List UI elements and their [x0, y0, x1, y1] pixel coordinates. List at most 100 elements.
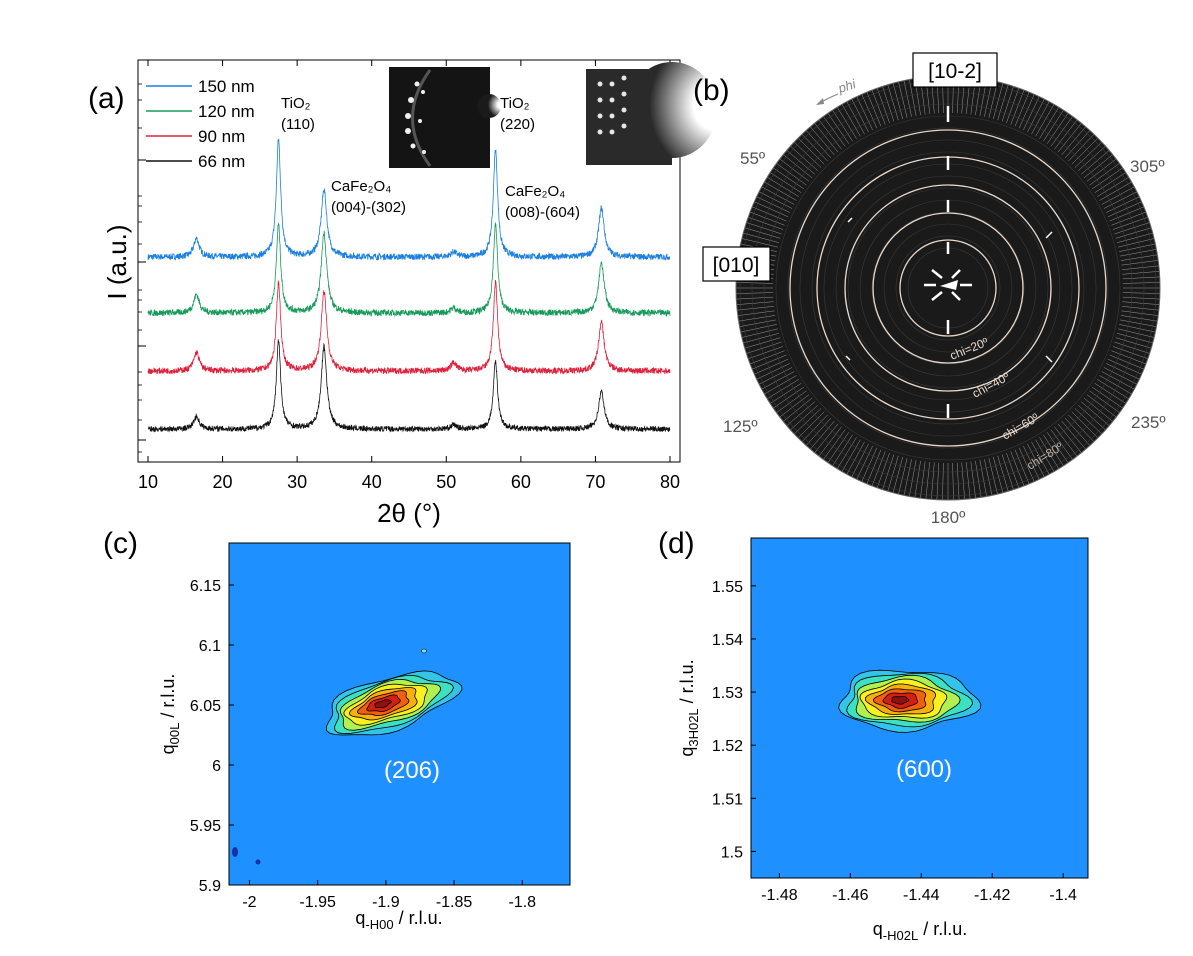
phi-spoke — [1023, 96, 1040, 131]
ytick-label: 1.5 — [721, 844, 743, 861]
phi-spoke — [786, 401, 816, 426]
phi-spoke — [1116, 232, 1153, 243]
ytick-label: 1.54 — [712, 632, 743, 649]
phi-spoke — [1114, 341, 1150, 354]
phi-spoke — [909, 79, 917, 116]
phi-arrow-label: phi — [835, 76, 858, 96]
grid-circle — [847, 187, 1049, 389]
phi-spoke — [743, 333, 780, 344]
phi-spoke — [805, 130, 832, 159]
phi-spoke — [871, 89, 886, 125]
phi-spoke — [851, 443, 869, 478]
phi-spoke — [1097, 177, 1129, 197]
phi-spoke — [1105, 196, 1140, 213]
phi-spoke — [767, 379, 799, 399]
phi-spoke — [1122, 276, 1160, 280]
phi-spoke — [1083, 397, 1113, 422]
phi-spoke — [794, 141, 822, 168]
phi-spoke — [764, 375, 797, 395]
phi-spoke — [993, 83, 1004, 120]
phi-spoke — [993, 456, 1004, 493]
annotation-tio2-110-l2: (110) — [281, 116, 315, 133]
phi-spoke — [1001, 86, 1014, 122]
phi-spoke — [1118, 328, 1155, 338]
xtick-label: -1.95 — [299, 894, 336, 911]
phi-spoke — [837, 107, 857, 139]
phi-spoke — [1115, 227, 1152, 239]
phi-spoke — [1119, 243, 1156, 252]
phi-spoke — [1118, 238, 1155, 248]
phi-spoke — [1120, 254, 1158, 261]
grid-circle — [787, 127, 1109, 449]
trace-150nm — [147, 138, 671, 261]
phi-spoke — [832, 110, 853, 142]
phi-spoke — [961, 462, 965, 500]
phi-spoke — [1068, 414, 1095, 442]
x-ticks-a: 10 20 30 40 50 60 70 80 — [138, 60, 680, 492]
phi-spoke — [956, 462, 960, 500]
phi-spoke — [942, 462, 944, 500]
phi-spoke — [1010, 89, 1025, 125]
phi-spoke — [752, 206, 787, 222]
grid-circle — [835, 175, 1061, 401]
grid-circle — [799, 139, 1097, 437]
phi-spoke — [936, 462, 940, 500]
ytick-label: 5.95 — [190, 818, 221, 835]
phi-spoke — [1054, 119, 1078, 150]
phi-spoke — [832, 434, 853, 466]
phi-spoke — [1071, 137, 1099, 165]
xrd-traces — [147, 138, 671, 433]
phi-spoke — [754, 358, 789, 375]
phi-spoke — [1099, 375, 1132, 395]
annotation-tio2-220-l1: TiO₂ — [500, 95, 530, 112]
phi-spoke — [779, 158, 810, 182]
x-axis-label-c: q-H00 / r.l.u. — [355, 908, 442, 932]
phi-spoke — [887, 455, 899, 492]
phi-spoke — [1054, 426, 1078, 457]
phi-spoke — [1080, 401, 1110, 426]
y-axis-label-c: q00L / r.l.u. — [158, 674, 182, 755]
phi-spoke — [1001, 454, 1014, 490]
phi-spoke — [746, 341, 782, 354]
phi-spoke — [1120, 319, 1157, 327]
phi-spoke — [1046, 432, 1069, 463]
direction-label-010: [010] — [713, 254, 760, 277]
phi-spoke — [746, 222, 782, 235]
inset-diffraction-right — [586, 62, 717, 165]
phi-spoke — [1094, 383, 1126, 404]
phi-spoke — [810, 126, 835, 156]
phi-spoke — [767, 177, 799, 197]
x-axis-label-a: 2θ (°) — [377, 498, 441, 528]
phi-spoke — [841, 104, 861, 137]
phi-spoke — [861, 94, 878, 129]
y-ticks-a — [138, 83, 146, 453]
phi-spoke — [898, 81, 908, 118]
ytick-label: 6.1 — [199, 638, 221, 655]
phi-spoke — [1101, 186, 1135, 205]
xtick-label: -1.4 — [1049, 887, 1077, 904]
phi-spoke — [1092, 386, 1123, 409]
phi-spoke — [1050, 429, 1073, 460]
phi-spoke — [1115, 337, 1152, 349]
phi-spoke — [1114, 222, 1150, 235]
phi-spoke — [997, 84, 1009, 121]
phi-spoke — [984, 459, 993, 496]
panel-label-b: (b) — [693, 74, 730, 107]
phi-spoke — [1046, 113, 1069, 144]
phi-spoke — [736, 301, 774, 305]
phi-spoke — [743, 232, 780, 243]
xtick-label-a: 70 — [585, 472, 605, 492]
phi-spoke — [882, 86, 895, 122]
phi-spoke — [997, 455, 1009, 492]
direction-label-10-2: [10-2] — [928, 60, 982, 83]
phi-spoke — [738, 315, 776, 322]
phi-spoke — [797, 411, 825, 439]
phi-spoke — [1014, 449, 1030, 484]
phi-spoke — [1105, 363, 1140, 380]
phi-spoke — [1101, 371, 1135, 390]
xtick-label-a: 20 — [213, 472, 233, 492]
contour-level — [374, 699, 393, 709]
phi-spoke — [1122, 306, 1159, 311]
phi-spoke — [1097, 379, 1129, 399]
panel-label-a: (a) — [88, 82, 125, 115]
